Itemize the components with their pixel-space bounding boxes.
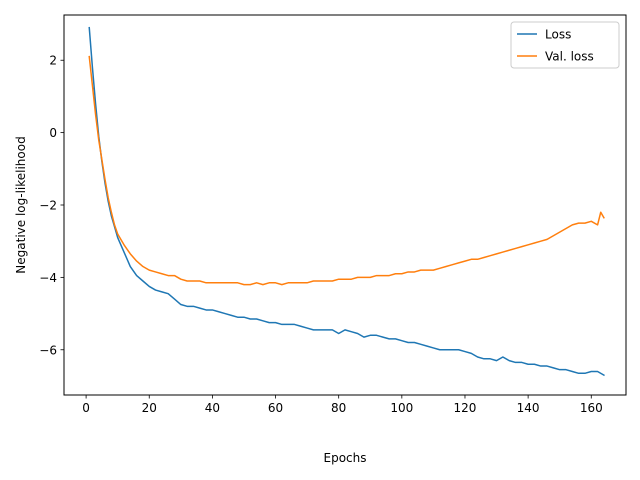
x-tick-label: 0 xyxy=(82,401,90,415)
x-tick-label: 140 xyxy=(517,401,540,415)
legend-label: Loss xyxy=(545,28,571,42)
x-tick-label: 80 xyxy=(331,401,346,415)
x-tick-label: 20 xyxy=(142,401,157,415)
x-axis-label: Epochs xyxy=(324,451,367,465)
x-tick-label: 160 xyxy=(580,401,603,415)
x-tick-label: 100 xyxy=(390,401,413,415)
x-axis: 0 20 40 60 80 100 120 140 160 xyxy=(82,395,603,415)
y-tick-label: −6 xyxy=(39,343,57,357)
y-tick-label: 2 xyxy=(49,54,57,68)
series-line-val-loss xyxy=(88,55,605,286)
plot-frame xyxy=(63,14,627,396)
series-layer xyxy=(88,26,605,377)
series-line-loss xyxy=(88,26,605,377)
x-tick-label: 120 xyxy=(454,401,477,415)
legend-label: Val. loss xyxy=(545,50,594,64)
y-tick-label: −2 xyxy=(39,199,57,213)
y-axis-label: Negative log-likelihood xyxy=(14,136,28,273)
y-tick-label: 0 xyxy=(49,126,57,140)
x-tick-label: 60 xyxy=(268,401,283,415)
legend: Loss Val. loss xyxy=(510,21,620,69)
y-tick-label: −4 xyxy=(39,271,57,285)
legend-box xyxy=(510,21,620,69)
y-axis: −6 −4 −2 0 2 xyxy=(39,54,64,357)
x-tick-label: 40 xyxy=(205,401,220,415)
